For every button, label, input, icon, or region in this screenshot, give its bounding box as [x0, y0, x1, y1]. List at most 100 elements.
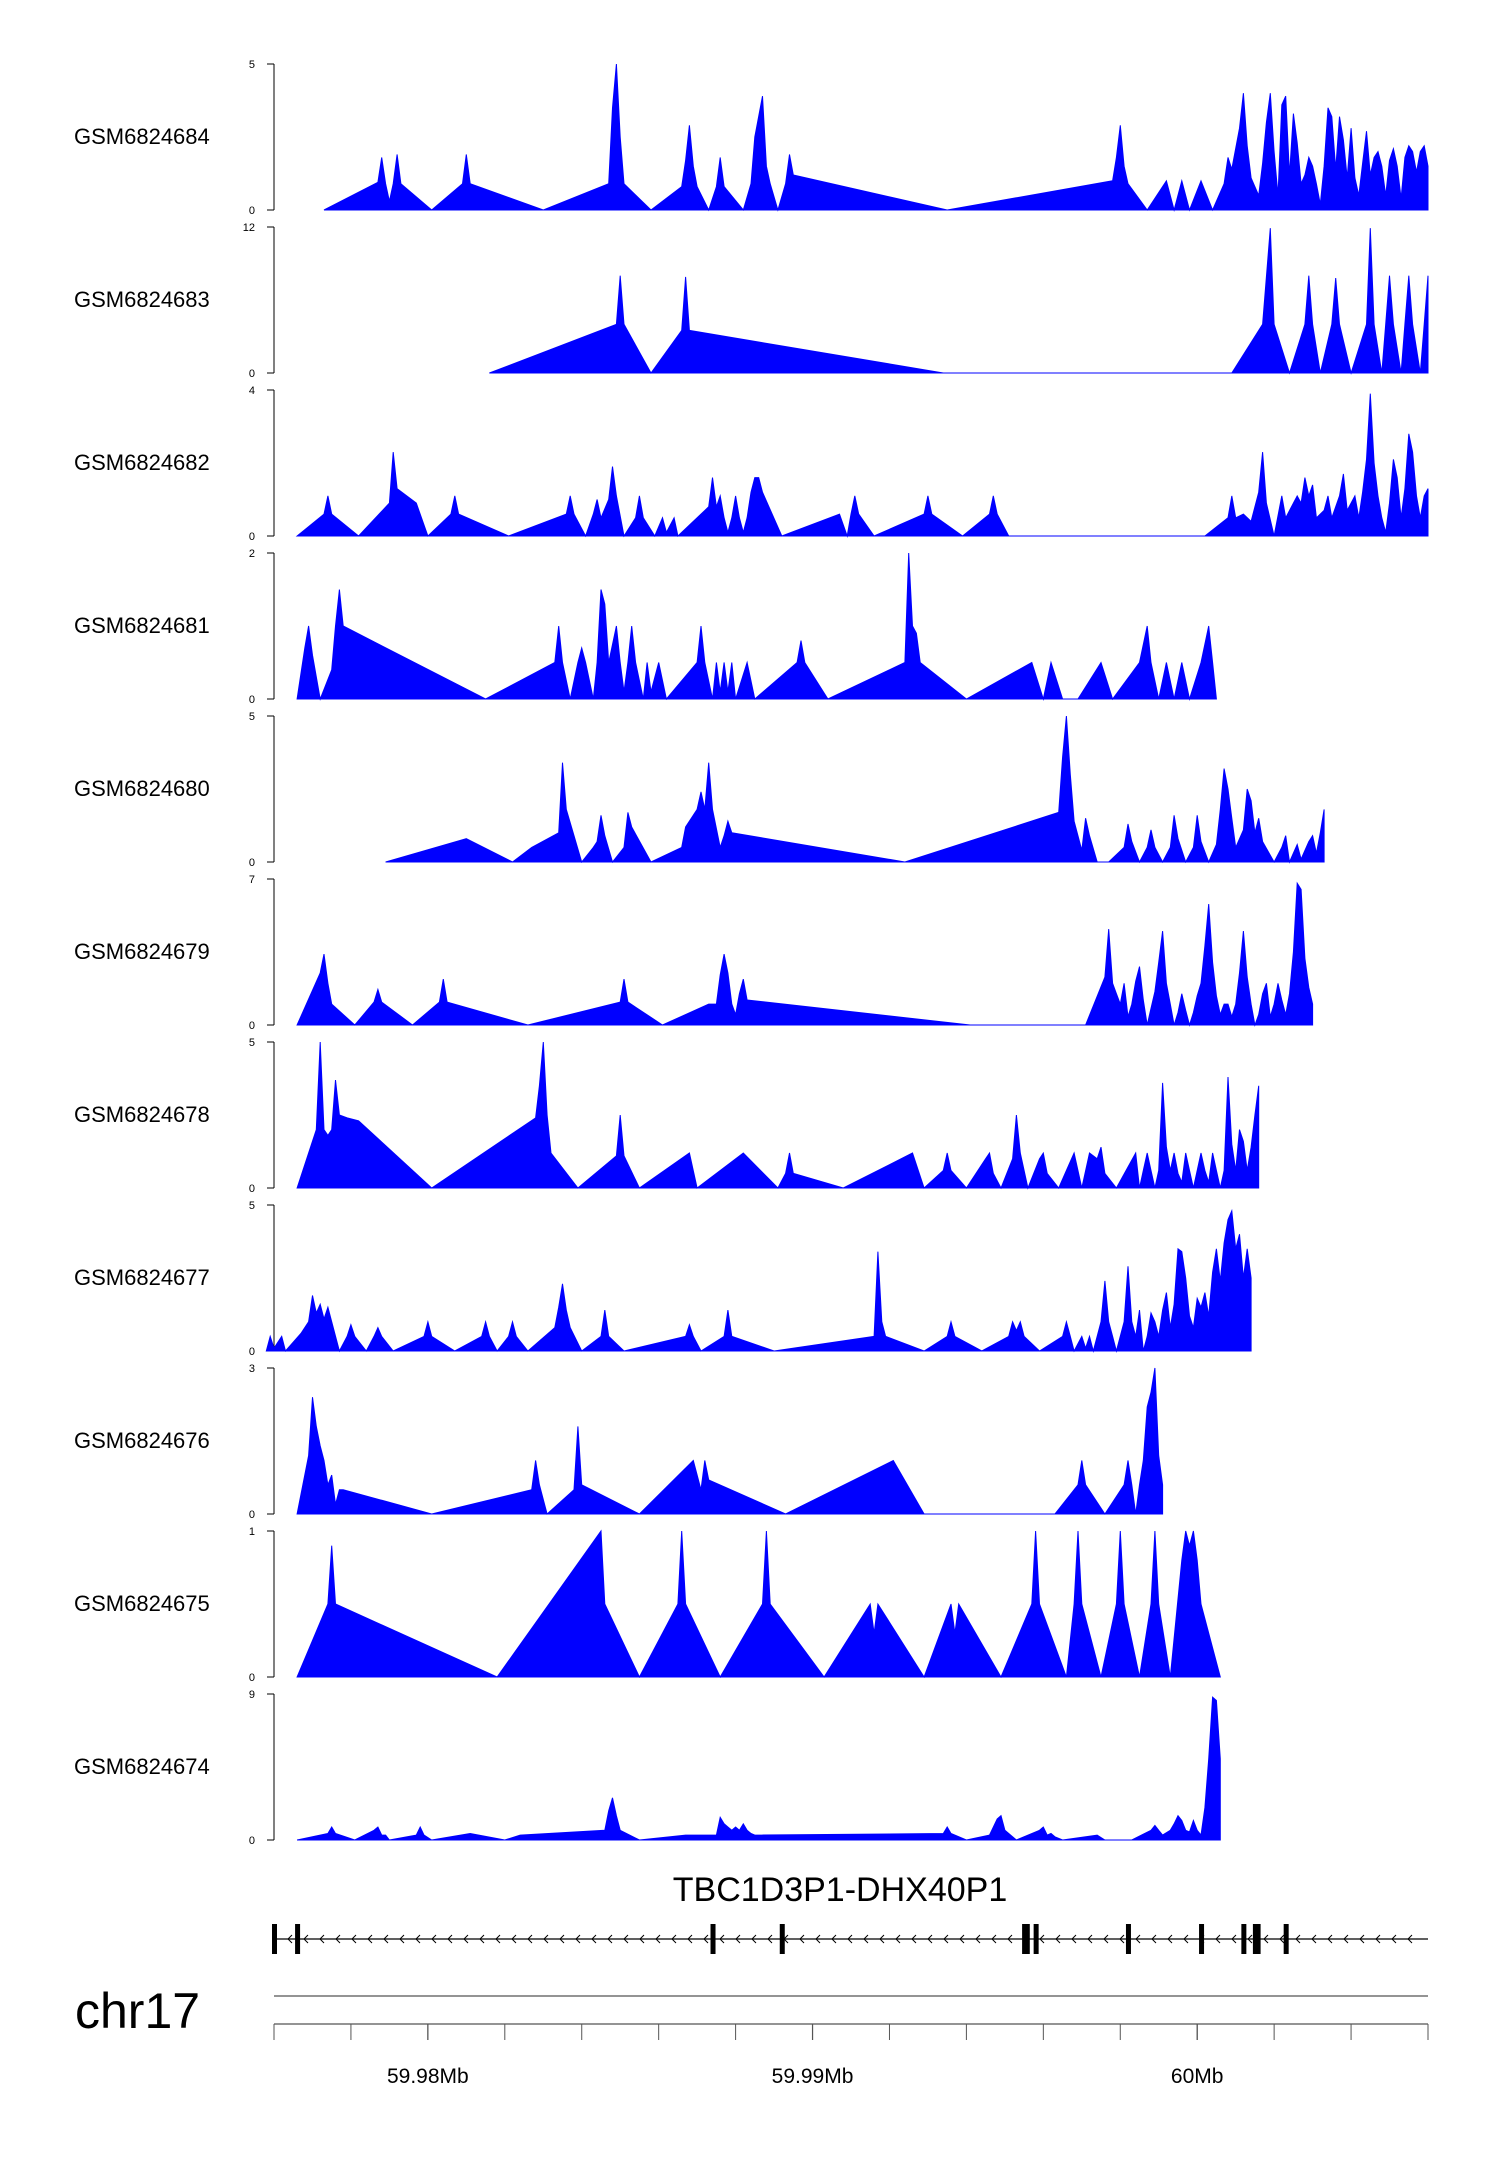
exon [1252, 1924, 1261, 1954]
strand-arrow [1167, 1934, 1173, 1944]
strand-arrow [1343, 1934, 1349, 1944]
strand-arrow [1407, 1934, 1413, 1944]
exon [710, 1924, 716, 1954]
x-tick-label: 60Mb [1171, 2065, 1224, 2088]
track: GSM6824683 12 0 [74, 222, 1429, 380]
strand-arrow [1231, 1934, 1237, 1944]
y-tick-label-ymin: 0 [249, 694, 255, 706]
strand-arrow [1071, 1934, 1077, 1944]
track: GSM6824679 7 0 [74, 874, 1314, 1032]
track-label: GSM6824682 [74, 450, 210, 475]
strand-arrow [335, 1934, 341, 1944]
y-tick-label-ymax: 7 [249, 874, 255, 886]
strand-arrow [527, 1934, 533, 1944]
strand-arrow [927, 1934, 933, 1944]
strand-arrow [543, 1934, 549, 1944]
track-label: GSM6824683 [74, 287, 210, 312]
y-tick-label-ymin: 0 [249, 1020, 255, 1032]
track: GSM6824675 1 0 [74, 1526, 1221, 1684]
strand-arrow [511, 1934, 517, 1944]
coverage-area [296, 1367, 1164, 1515]
strand-arrow [1295, 1934, 1301, 1944]
exon [295, 1924, 301, 1954]
strand-arrow [447, 1934, 453, 1944]
strand-arrow [639, 1934, 645, 1944]
strand-arrow [1151, 1934, 1157, 1944]
y-tick-label-ymin: 0 [249, 1183, 255, 1195]
strand-arrow [735, 1934, 741, 1944]
track: GSM6824680 5 0 [74, 711, 1325, 869]
coverage-area [296, 1041, 1260, 1190]
strand-arrow [1375, 1934, 1381, 1944]
track: GSM6824677 5 0 [74, 1200, 1252, 1358]
x-tick-label: 59.99Mb [772, 2065, 854, 2088]
strand-arrow [847, 1934, 853, 1944]
gene-label: TBC1D3P1-DHX40P1 [673, 1871, 1007, 1909]
strand-arrow [719, 1934, 725, 1944]
track-label: GSM6824675 [74, 1591, 210, 1616]
y-tick-label-ymax: 3 [249, 1363, 255, 1375]
y-tick-label-ymax: 9 [249, 1689, 255, 1701]
strand-arrow [1263, 1934, 1269, 1944]
y-tick-label-ymin: 0 [249, 368, 255, 380]
strand-arrow [1183, 1934, 1189, 1944]
coverage-area [296, 881, 1314, 1027]
strand-arrow [623, 1934, 629, 1944]
strand-arrow [1055, 1934, 1061, 1944]
strand-arrow [911, 1934, 917, 1944]
exon [272, 1924, 277, 1954]
track-label: GSM6824678 [74, 1102, 210, 1127]
exon [1241, 1924, 1247, 1954]
genome-axis: chr17 59.98Mb 59.99Mb 60Mb [75, 1983, 1429, 2088]
track: GSM6824682 4 0 [74, 385, 1429, 543]
strand-arrow [367, 1934, 373, 1944]
x-tick-label: 59.98Mb [387, 2065, 469, 2088]
strand-arrow [1087, 1934, 1093, 1944]
strand-arrow [463, 1934, 469, 1944]
strand-arrow [431, 1934, 437, 1944]
strand-arrow [351, 1934, 357, 1944]
strand-arrow [863, 1934, 869, 1944]
coverage-area [385, 715, 1325, 864]
coverage-area [295, 393, 1429, 538]
y-tick-label-ymin: 0 [249, 857, 255, 869]
coverage-area [296, 1696, 1221, 1841]
gene-track: TBC1D3P1-DHX40P1 [272, 1871, 1428, 1954]
y-tick-label-ymax: 5 [249, 711, 255, 723]
track-label: GSM6824679 [74, 939, 210, 964]
track-label: GSM6824680 [74, 776, 210, 801]
strand-arrow [559, 1934, 565, 1944]
track: GSM6824681 2 0 [74, 548, 1217, 706]
y-tick-label-ymin: 0 [249, 1835, 255, 1847]
strand-arrow [1327, 1934, 1333, 1944]
strand-arrow [1119, 1934, 1125, 1944]
coverage-area [323, 63, 1429, 212]
coverage-tracks: GSM682468450GSM6824683120GSM682468240GSM… [74, 59, 1429, 1847]
track-label: GSM6824674 [74, 1754, 210, 1779]
exon [1033, 1924, 1039, 1954]
strand-arrow [671, 1934, 677, 1944]
track: GSM6824674 9 0 [74, 1689, 1221, 1847]
strand-arrow [1359, 1934, 1365, 1944]
strand-arrow [591, 1934, 597, 1944]
strand-arrow [991, 1934, 997, 1944]
coverage-area [265, 1208, 1252, 1353]
strand-arrow [799, 1934, 805, 1944]
strand-arrow [831, 1934, 837, 1944]
track: GSM6824684 5 0 [74, 59, 1429, 217]
strand-arrow [607, 1934, 613, 1944]
strand-arrow [1391, 1934, 1397, 1944]
strand-arrow [1007, 1934, 1013, 1944]
exon [1125, 1924, 1131, 1954]
exon [1022, 1924, 1030, 1954]
y-tick-label-ymax: 5 [249, 1200, 255, 1212]
strand-arrow [1103, 1934, 1109, 1944]
strand-arrow [895, 1934, 901, 1944]
strand-arrow [687, 1934, 693, 1944]
strand-arrow [959, 1934, 965, 1944]
y-tick-label-ymax: 12 [243, 222, 255, 234]
strand-arrow [303, 1934, 309, 1944]
strand-arrow [815, 1934, 821, 1944]
strand-arrow [879, 1934, 885, 1944]
strand-arrow [479, 1934, 485, 1944]
